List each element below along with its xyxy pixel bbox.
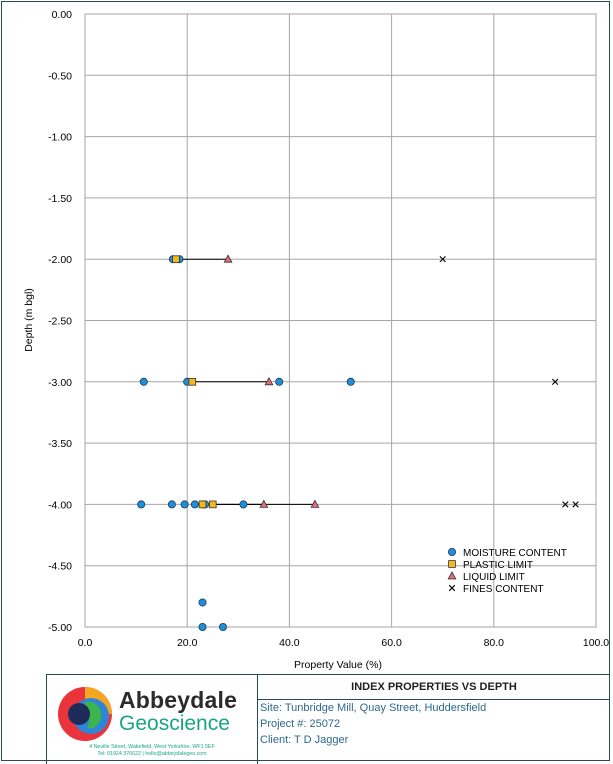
x-tick-label: 40.0 <box>279 637 300 649</box>
liquid-limit-point <box>223 254 233 263</box>
legend-label: FINES CONTENT <box>463 584 544 595</box>
legend-marker <box>447 548 456 557</box>
y-axis-label: Depth (m bgl) <box>23 288 35 352</box>
x-tick-label: 20.0 <box>177 637 198 649</box>
y-tick-label: -1.00 <box>48 132 72 144</box>
contact-line: Tel: 01924 376622 | hello@abbeydalegeo.c… <box>97 750 207 757</box>
fines-content-point <box>562 501 569 508</box>
liquid-limit-point <box>264 376 274 386</box>
site-text: Site: Tunbridge Mill, Quay Street, Hudde… <box>260 702 487 714</box>
x-tick-label: 100.0 <box>583 637 609 649</box>
moisture-content-point <box>198 623 207 632</box>
company-subname: Geoscience <box>119 712 230 735</box>
liquid-limit-point <box>310 499 320 508</box>
chart: 0.0 20.0 40.0 60.0 80.0 100.0 0.00 -0.50 -1.00 -1… <box>23 9 609 671</box>
moisture-content-point <box>218 623 227 632</box>
moisture-content-point <box>137 500 146 509</box>
plastic-limit-point <box>172 255 180 264</box>
liquid-limit-point <box>259 499 269 508</box>
plastic-limit-point <box>208 500 217 509</box>
moisture-content-point <box>198 598 207 607</box>
x-tick-label: 80.0 <box>484 637 505 649</box>
y-tick-label: 0.00 <box>52 9 73 21</box>
plastic-limit-point <box>198 500 207 509</box>
address-line: 4 Neville Street, Wakefield, West Yorksh… <box>89 744 215 750</box>
moisture-content-point <box>275 377 284 386</box>
fines-content-point <box>551 378 559 385</box>
legend-label: MOISTURE CONTENT <box>463 548 567 559</box>
logo-box: Abbeydale Geoscience 4 Neville Street, W… <box>47 675 258 764</box>
company-address: 4 Neville Street, Wakefield, West Yorksh… <box>47 744 257 757</box>
moisture-content-point <box>190 500 199 509</box>
moisture-content-point <box>180 500 189 509</box>
fines-content-point <box>572 501 579 508</box>
y-tick-label: -2.50 <box>48 316 72 328</box>
legend-label: LIQUID LIMIT <box>463 572 525 583</box>
x-tick-label: 0.0 <box>78 637 93 649</box>
y-tick-label: -1.50 <box>48 193 72 205</box>
legend-marker <box>447 571 457 580</box>
project-text: Project #: 25072 <box>260 718 341 730</box>
title-block: Abbeydale Geoscience 4 Neville Street, W… <box>46 674 610 764</box>
y-tick-label: -4.50 <box>48 561 72 573</box>
client-text: Client: T D Jagger <box>260 734 349 746</box>
moisture-content-point <box>239 500 248 509</box>
legend-marker <box>448 584 456 592</box>
moisture-content-point <box>167 500 176 509</box>
legend-marker <box>448 560 456 568</box>
y-tick-label: -5.00 <box>48 622 72 634</box>
plastic-limit-point <box>188 377 197 386</box>
legend-label: PLASTIC LIMIT <box>463 560 533 571</box>
fines-content-point <box>439 256 446 263</box>
y-tick-label: -3.00 <box>48 377 72 389</box>
y-tick-label: -3.50 <box>48 438 72 450</box>
company-logo-icon <box>58 687 112 741</box>
chart-title: INDEX PROPERTIES VS DEPTH <box>258 675 610 700</box>
y-tick-label: -4.00 <box>48 499 72 511</box>
y-tick-label: -0.50 <box>48 70 72 82</box>
moisture-content-point <box>139 377 148 386</box>
x-axis-label: Property Value (%) <box>294 659 382 671</box>
y-tick-label: -2.00 <box>48 254 72 266</box>
company-name: Abbeydale <box>119 687 238 713</box>
x-tick-label: 60.0 <box>381 637 402 649</box>
moisture-content-point <box>346 377 355 386</box>
